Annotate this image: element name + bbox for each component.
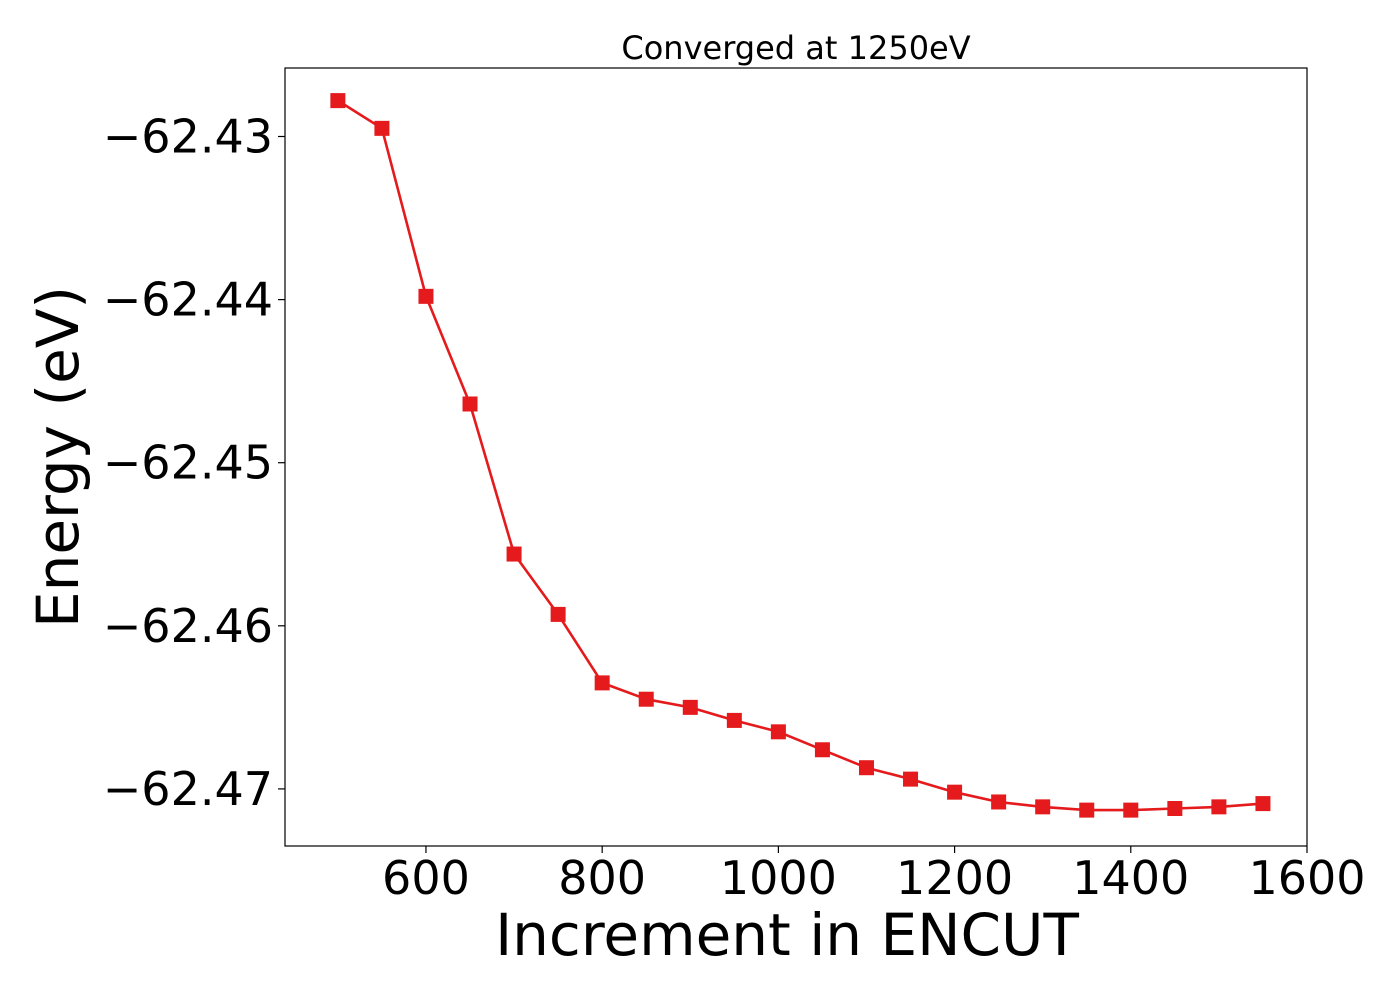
data-point bbox=[506, 546, 522, 562]
chart-title: Converged at 1250eV bbox=[621, 29, 970, 67]
x-tick-label: 800 bbox=[558, 851, 646, 905]
axis-ticks: 600 800 1000 1200 1400 1600 −62.43 −62.44 −62.45… bbox=[103, 110, 1366, 905]
x-tick-label: 600 bbox=[382, 851, 470, 905]
data-point bbox=[903, 771, 919, 787]
plot-area bbox=[284, 67, 1308, 847]
data-point bbox=[462, 396, 478, 412]
x-tick-label: 1000 bbox=[720, 851, 837, 905]
x-tick-label: 1600 bbox=[1248, 851, 1365, 905]
y-tick-label: −62.44 bbox=[103, 273, 273, 327]
data-point bbox=[1211, 799, 1227, 815]
y-tick-label: −62.43 bbox=[103, 110, 273, 164]
data-point bbox=[1255, 796, 1271, 812]
data-point bbox=[1079, 802, 1095, 818]
data-point bbox=[374, 120, 390, 136]
data-point bbox=[418, 288, 434, 304]
x-axis-label: Increment in ENCUT bbox=[495, 901, 1079, 969]
data-point bbox=[1123, 802, 1139, 818]
data-series bbox=[330, 93, 1271, 818]
data-point bbox=[814, 742, 830, 758]
y-tick-label: −62.46 bbox=[103, 599, 273, 653]
data-point bbox=[1035, 799, 1051, 815]
y-axis-label: Energy (eV) bbox=[24, 286, 92, 628]
data-point bbox=[858, 760, 874, 776]
y-tick-label: −62.45 bbox=[103, 436, 273, 490]
y-tick-label: −62.47 bbox=[103, 762, 273, 816]
data-point bbox=[550, 606, 566, 622]
plot-frame bbox=[284, 67, 1308, 847]
x-tick-label: 1200 bbox=[896, 851, 1013, 905]
data-point bbox=[726, 712, 742, 728]
data-point bbox=[638, 691, 654, 707]
data-point bbox=[1167, 800, 1183, 816]
data-point bbox=[991, 794, 1007, 810]
data-point bbox=[682, 699, 698, 715]
series-line bbox=[337, 99, 1263, 812]
data-point bbox=[330, 93, 346, 109]
data-point bbox=[594, 675, 610, 691]
data-point bbox=[770, 724, 786, 740]
x-tick-label: 1400 bbox=[1072, 851, 1189, 905]
data-point bbox=[947, 784, 963, 800]
